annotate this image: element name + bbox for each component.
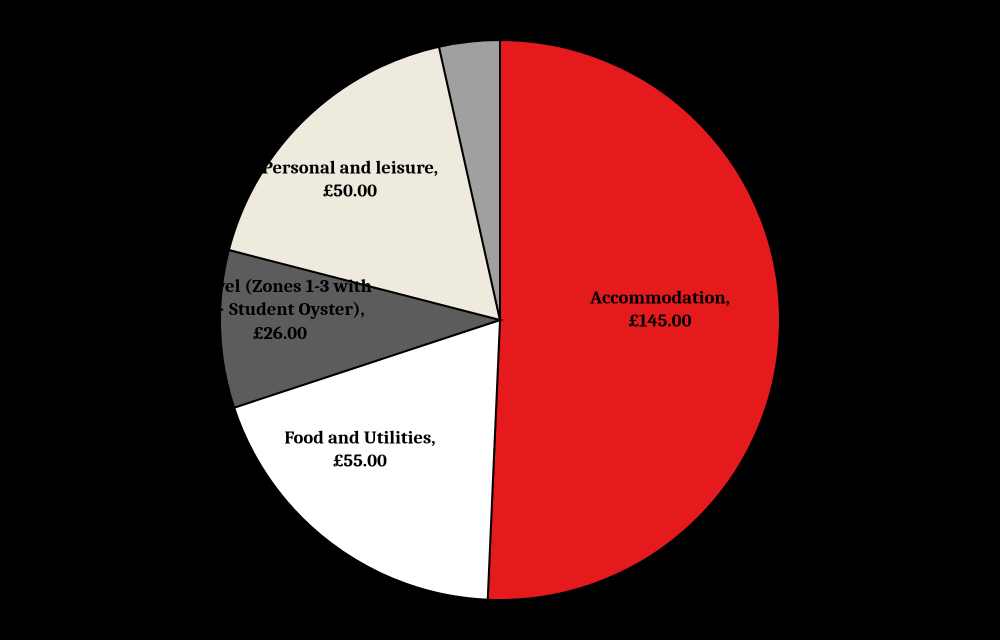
pie-chart-container: Accommodation, £145.00Food and Utilities… — [0, 0, 1000, 640]
pie-chart-svg — [0, 0, 1000, 640]
